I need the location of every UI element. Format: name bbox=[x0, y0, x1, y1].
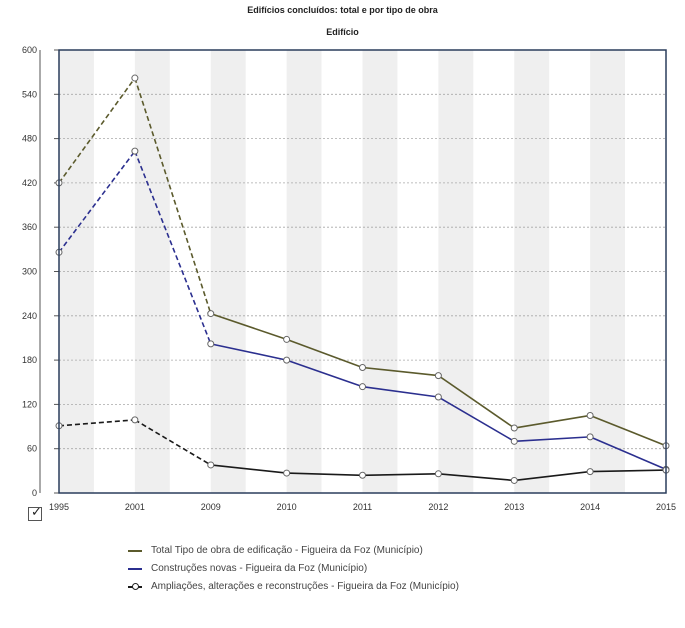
checkmark-icon: ✓ bbox=[31, 504, 42, 519]
x-tick-label: 1995 bbox=[49, 502, 69, 512]
y-tick-label: 420 bbox=[22, 178, 37, 188]
series-0-segment bbox=[286, 338, 363, 369]
series-2-point bbox=[434, 470, 442, 478]
series-0-segment bbox=[589, 414, 667, 447]
series-1-segment bbox=[286, 359, 363, 388]
series-2-segment bbox=[438, 473, 515, 482]
x-tick-label: 2014 bbox=[580, 502, 600, 512]
series-0-point bbox=[207, 310, 215, 318]
x-tick-label: 2009 bbox=[201, 502, 221, 512]
series-2-segment bbox=[58, 419, 135, 427]
series-1-segment bbox=[58, 150, 136, 253]
plot-frame bbox=[58, 49, 667, 494]
y-tick-label: 300 bbox=[22, 267, 37, 277]
series-1-point bbox=[207, 340, 215, 348]
series-0-point bbox=[283, 335, 291, 343]
legend-item-new[interactable]: Construções novas - Figueira da Foz (Mun… bbox=[128, 559, 459, 577]
options-checkbox[interactable]: ✓ bbox=[28, 504, 42, 521]
series-0-point bbox=[434, 372, 442, 380]
series-1-segment bbox=[210, 343, 287, 361]
series-1-segment bbox=[134, 150, 212, 345]
series-1-segment bbox=[437, 396, 515, 443]
x-tick-label: 2011 bbox=[353, 502, 372, 512]
series-2-point bbox=[283, 469, 291, 477]
series-2-point bbox=[131, 416, 139, 424]
series-0-segment bbox=[210, 312, 287, 341]
legend-label-new: Construções novas - Figueira da Foz (Mun… bbox=[151, 562, 368, 574]
x-tick-label: 2012 bbox=[428, 502, 448, 512]
series-0-segment bbox=[514, 414, 591, 429]
legend-swatch-new bbox=[128, 562, 142, 574]
series-1-segment bbox=[362, 385, 439, 398]
y-tick-label: 540 bbox=[22, 89, 37, 99]
series-1-point bbox=[586, 433, 594, 441]
y-tick-label: 0 bbox=[32, 488, 37, 498]
legend-label-alterations: Ampliações, alterações e reconstruções -… bbox=[151, 580, 459, 592]
series-1-segment bbox=[514, 436, 591, 443]
x-tick-label: 2010 bbox=[277, 502, 297, 512]
legend-swatch-alterations bbox=[128, 580, 142, 592]
series-0-point bbox=[586, 411, 594, 419]
y-tick-label: 480 bbox=[22, 134, 37, 144]
series-1-point bbox=[359, 383, 366, 391]
series-1-point bbox=[434, 393, 442, 401]
series-0-segment bbox=[362, 366, 439, 377]
series-2-segment bbox=[134, 419, 212, 466]
series-1-point bbox=[283, 356, 291, 364]
legend-item-total[interactable]: Total Tipo de obra de edificação - Figue… bbox=[128, 541, 459, 559]
y-tick-label: 240 bbox=[22, 311, 37, 321]
series-2-segment bbox=[286, 472, 363, 477]
y-tick-label: 600 bbox=[22, 45, 37, 55]
series-1-point bbox=[510, 437, 518, 445]
series-0-segment bbox=[134, 77, 212, 314]
series-1-point bbox=[131, 147, 139, 155]
legend-swatch-total bbox=[128, 544, 142, 556]
series-2-segment bbox=[514, 470, 591, 482]
series-0-point bbox=[510, 424, 518, 432]
series-2-segment bbox=[590, 469, 667, 473]
legend-item-alterations[interactable]: Ampliações, alterações e reconstruções -… bbox=[128, 577, 459, 595]
y-tick-label: 120 bbox=[22, 399, 37, 409]
x-tick-label: 2001 bbox=[125, 502, 145, 512]
x-tick-label: 2013 bbox=[504, 502, 524, 512]
series-2-point bbox=[586, 468, 594, 476]
y-tick-label: 60 bbox=[27, 444, 37, 454]
series-2-point bbox=[207, 461, 215, 469]
y-tick-label: 360 bbox=[22, 222, 37, 232]
legend-label-total: Total Tipo de obra de edificação - Figue… bbox=[151, 544, 423, 556]
series-0-segment bbox=[58, 77, 136, 184]
series-0-segment bbox=[437, 374, 515, 429]
series-2-point bbox=[359, 471, 366, 479]
x-tick-label: 2015 bbox=[656, 502, 676, 512]
series-1-segment bbox=[589, 436, 667, 471]
y-tick-label: 180 bbox=[22, 355, 37, 365]
series-2-segment bbox=[362, 473, 439, 477]
series-2-segment bbox=[210, 464, 287, 474]
chart-subtitle: Edifício bbox=[326, 27, 359, 37]
chart-title: Edifícios concluídos: total e por tipo d… bbox=[247, 5, 438, 15]
series-0-point bbox=[359, 363, 366, 371]
series-2-point bbox=[510, 476, 518, 484]
series-0-point bbox=[131, 74, 139, 82]
chart-legend: Total Tipo de obra de edificação - Figue… bbox=[128, 541, 459, 595]
